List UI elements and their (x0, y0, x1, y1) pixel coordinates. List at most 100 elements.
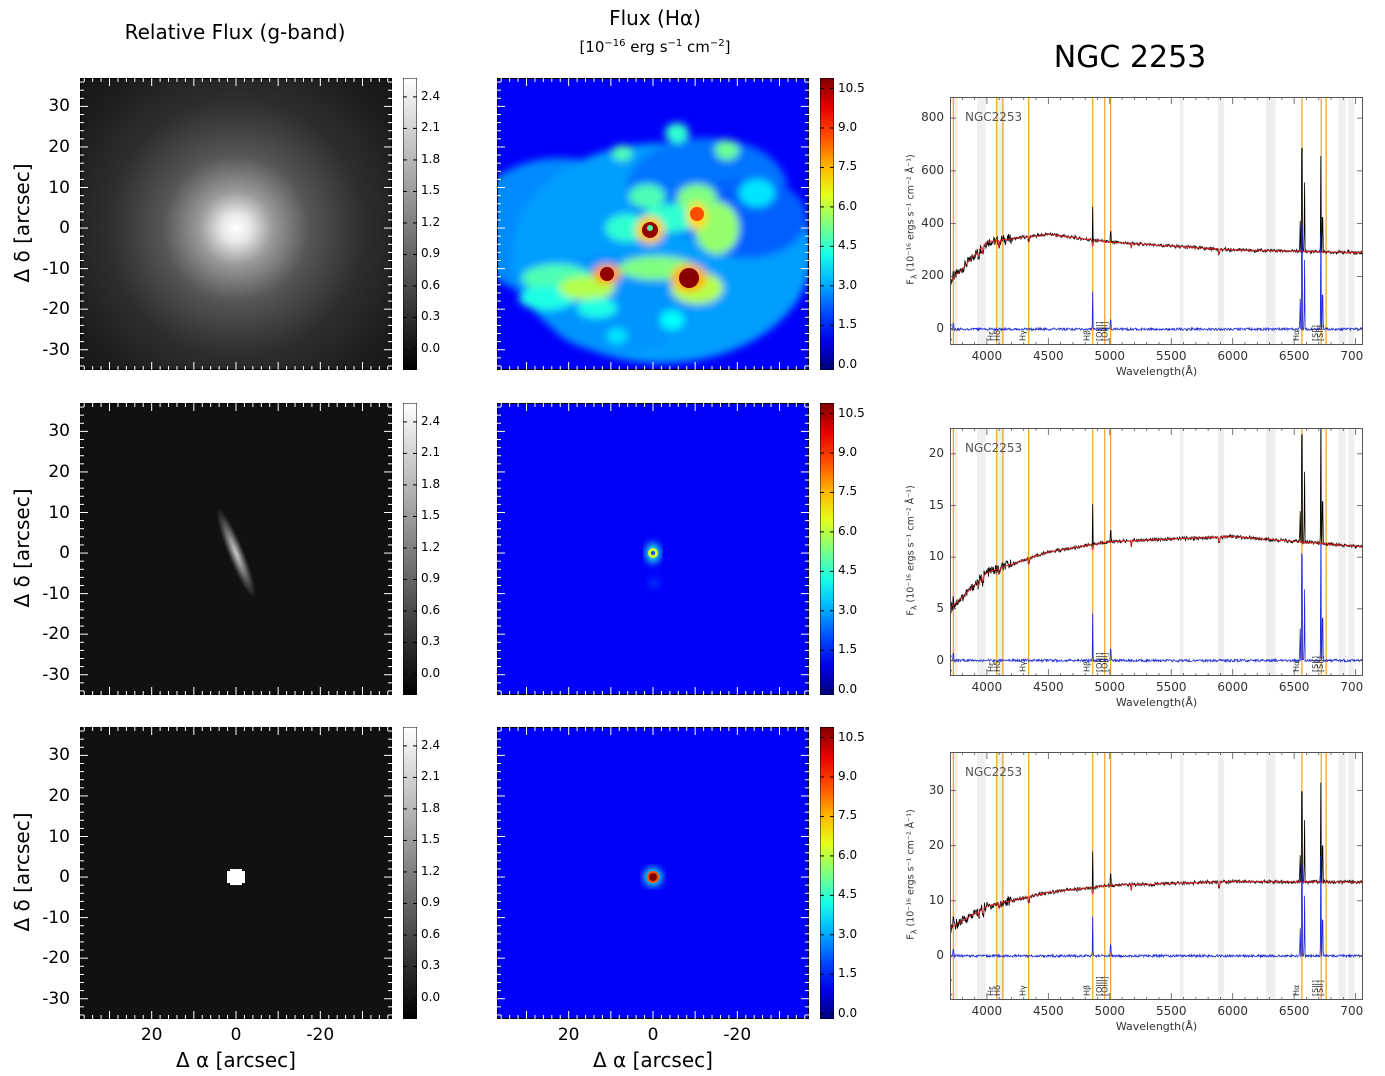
spectrum-y-tick-label: 0 (936, 652, 944, 667)
spectrum-y-tick-label: 600 (921, 162, 944, 177)
y-tick-label: -20 (42, 624, 70, 645)
spectrum-x-tick-label: 5500 (1156, 349, 1187, 363)
emission-map (497, 123, 809, 363)
colorbar-tick-label: 2.1 (421, 120, 441, 135)
y-axis-label: Δ δ [arcsec] (10, 812, 34, 932)
y-tick-label: -10 (42, 258, 70, 279)
colorbar (403, 78, 417, 370)
emission-line-label: [OIII] (1095, 321, 1104, 341)
emission-line-label: Hδ (993, 661, 1002, 672)
colorbar-tick-label: 1.8 (421, 476, 441, 491)
galaxy-light (216, 508, 256, 598)
emission-clump (600, 267, 614, 281)
colorbar-tick-label: 3.0 (838, 602, 858, 617)
masked-region (1338, 752, 1346, 1000)
map-row3-gband (80, 727, 392, 1019)
y-tick-label: 10 (48, 826, 70, 847)
masked-region (953, 97, 958, 345)
y-tick-label: -10 (42, 907, 70, 928)
spectrum-x-tick-label: 6000 (1217, 349, 1248, 363)
emission-line-label: Hα (1292, 661, 1301, 672)
spectrum-y-tick-label: 15 (928, 497, 944, 512)
emission-line-label: Hβ (1083, 985, 1092, 996)
halpha-unit-label: [10−16 erg s−1 cm−2] (579, 38, 731, 56)
colorbar-tick-label: 6.0 (838, 523, 858, 538)
emission-line-label: [SII] (1311, 980, 1320, 996)
colorbar-tick-label: 0.3 (421, 309, 441, 324)
y-tick-label: -20 (42, 948, 70, 969)
x-tick-label: 20 (557, 1025, 580, 1045)
x-axis-label: Δ α [arcsec] (593, 1048, 713, 1072)
emission-line-label: Hε (987, 331, 996, 341)
spectrum-y-tick-label: 20 (928, 837, 944, 852)
spectrum-x-tick-label: 6000 (1217, 680, 1248, 694)
model-spectrum (950, 232, 1363, 282)
masked-region (1179, 428, 1184, 676)
emission-line-label: [OIII] (1095, 652, 1104, 672)
masked-region (1338, 428, 1346, 676)
masked-region (1217, 428, 1225, 676)
spectrum-x-tick-label: 7000 (1340, 349, 1363, 363)
spectrum-y-tick-label: 30 (928, 782, 944, 797)
emission-line-label: Hβ (1083, 661, 1092, 672)
lambda-subscript: λ (909, 929, 919, 935)
colorbar-tick-label: 1.5 (838, 317, 858, 332)
spectrum-y-tick-label: 5 (936, 600, 944, 615)
emission-line-label: [OIII] (1095, 976, 1104, 996)
colorbar-tick-label: 1.2 (421, 539, 441, 554)
emission-line-label: Hβ (1083, 330, 1092, 341)
spectrum-y-axis-units: (10⁻¹⁶ ergs s⁻¹ cm⁻² Å⁻¹) (905, 485, 917, 606)
x-tick-label: -20 (306, 1025, 335, 1045)
colorbar-tick-label: 0.3 (421, 634, 441, 649)
spectrum-panel-3: 4000 4500 5000 5500 6000 6500 7000 Wavelength(Å… (950, 752, 1363, 1033)
map-row1-halpha (497, 78, 809, 370)
colorbar-tick-label: 4.5 (838, 563, 858, 578)
colorbar-tick-label: 0.0 (421, 665, 441, 680)
masked-region (953, 428, 958, 676)
emission-line-label: Hα (1292, 330, 1301, 341)
emission-line-label: [SII] (1316, 656, 1325, 672)
masked-region (977, 97, 986, 345)
spectrum-y-axis-label: Fλ (10⁻¹⁶ ergs s⁻¹ cm⁻² Å⁻¹) (906, 430, 919, 670)
spectrum-x-tick-label: 4000 (972, 349, 1003, 363)
spectrum-x-tick-label: 5000 (1095, 680, 1126, 694)
masked-region (1217, 752, 1225, 1000)
colorbar-tick-label: 9.0 (838, 768, 858, 783)
y-tick-label: -30 (42, 664, 70, 685)
emission-line-label: [SII] (1316, 980, 1325, 996)
colorbar-tick-label: 1.5 (421, 508, 441, 523)
lambda-subscript: λ (909, 605, 919, 611)
spectrum-panel-label: NGC2253 (965, 441, 1022, 455)
emission-line-label: Hδ (993, 985, 1002, 996)
residual-spectrum (950, 855, 1363, 959)
colorbar-tick-label: 7.5 (838, 159, 858, 174)
spectrum-panel-2: 4000 4500 5000 5500 6000 6500 7000 Wavelength(Å… (950, 428, 1363, 709)
gband-column-title: Relative Flux (g-band) (124, 20, 346, 44)
masked-region (1265, 752, 1276, 1000)
emission-line-label: [SII] (1316, 325, 1325, 341)
model-spectrum (950, 879, 1363, 929)
colorbar-tick-label: 3.0 (838, 926, 858, 941)
masked-region (1265, 428, 1276, 676)
emission-clump (690, 207, 704, 221)
colorbar-tick-label: 1.5 (838, 966, 858, 981)
spectrum-y-tick-label: 20 (928, 445, 944, 460)
colorbar-tick-label: 1.5 (421, 832, 441, 847)
colorbar-tick-label: 0.6 (421, 602, 441, 617)
spectrum-y-axis-label: Fλ (10⁻¹⁶ ergs s⁻¹ cm⁻² Å⁻¹) (906, 99, 919, 339)
colorbar-tick-label: 7.5 (838, 808, 858, 823)
spectrum-x-tick-label: 4500 (1033, 1004, 1064, 1018)
point-source-core (230, 869, 242, 886)
emission-line-label: Hγ (1019, 985, 1028, 996)
spectrum-x-tick-label: 6500 (1279, 680, 1310, 694)
map-row1-gband (80, 78, 392, 370)
masked-region (996, 97, 1005, 345)
y-tick-label: -30 (42, 339, 70, 360)
spectrum-x-tick-label: 4000 (972, 680, 1003, 694)
masked-region (1179, 752, 1184, 1000)
colorbar-tick-label: 3.0 (838, 277, 858, 292)
residual-spectrum (950, 224, 1363, 332)
y-tick-label: 10 (48, 502, 70, 523)
colorbar-tick-label: 0.3 (421, 958, 441, 973)
spectrum-y-tick-label: 10 (928, 892, 944, 907)
